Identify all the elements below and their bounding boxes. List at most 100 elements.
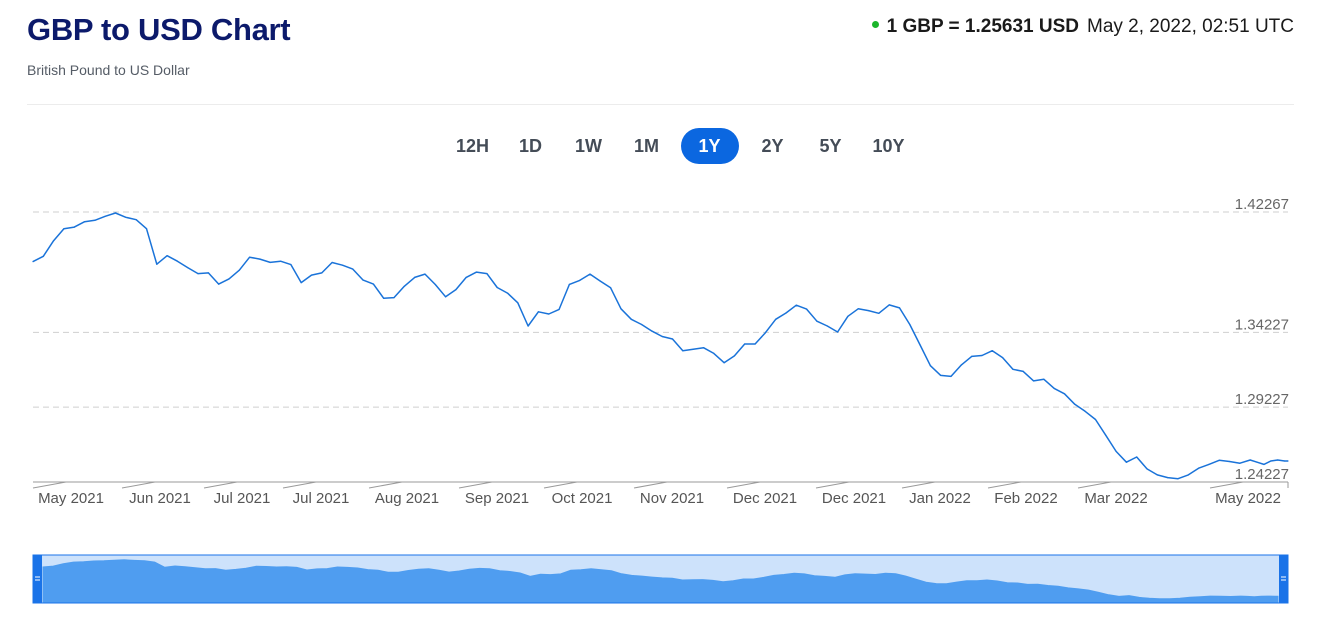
- data-point: [1228, 460, 1231, 463]
- tab-5y[interactable]: 5Y: [819, 135, 842, 156]
- x-tick: [203, 481, 238, 489]
- data-point: [929, 365, 932, 367]
- data-point: [527, 325, 529, 327]
- current-rate: 1 GBP = 1.25631 USD May 2, 2022, 02:51 UT…: [871, 16, 1294, 38]
- tab-1m[interactable]: 1M: [633, 135, 659, 156]
- data-point: [1002, 357, 1004, 359]
- page-title: GBP to USD Chart: [27, 12, 291, 47]
- data-point: [197, 273, 199, 275]
- tab-12h[interactable]: 12H: [455, 135, 490, 156]
- data-point: [641, 323, 643, 326]
- data-point: [671, 338, 674, 340]
- data-point: [434, 283, 436, 286]
- data-point: [1115, 450, 1117, 452]
- data-point: [940, 374, 942, 376]
- data-point: [1256, 461, 1258, 463]
- data-point: [1249, 459, 1251, 461]
- data-point: [888, 304, 890, 306]
- data-point: [950, 375, 952, 377]
- tab-10y[interactable]: 10Y: [872, 135, 905, 156]
- data-point: [713, 352, 715, 354]
- data-point: [259, 258, 261, 260]
- data-point: [867, 310, 870, 312]
- data-point: [1156, 474, 1158, 476]
- navigator-area: [42, 559, 1279, 603]
- x-tick-label: May 2022: [1215, 490, 1281, 507]
- x-tick-label: Jan 2022: [909, 490, 971, 507]
- data-point: [1198, 467, 1200, 469]
- y-tick-label: 1.42267: [1235, 196, 1289, 213]
- data-point: [981, 354, 983, 357]
- time-range-tabs: 12H 1D 1W 1M 1Y 2Y 5Y 10Y: [449, 128, 913, 164]
- data-point: [1136, 456, 1138, 458]
- data-point: [506, 292, 509, 294]
- data-point: [135, 219, 137, 221]
- data-point: [826, 325, 828, 327]
- data-point: [1270, 460, 1272, 462]
- tab-2y[interactable]: 2Y: [761, 135, 784, 156]
- data-point: [692, 348, 694, 350]
- time-range-selector: 12H 1D 1W 1M 1Y 2Y 5Y 10Y: [0, 128, 1321, 164]
- tab-1y[interactable]: 1Y: [680, 128, 739, 164]
- data-point: [341, 264, 344, 266]
- data-point: [145, 228, 148, 230]
- data-point: [537, 311, 540, 313]
- data-point: [424, 273, 426, 275]
- data-point: [1218, 459, 1220, 461]
- x-tick: [121, 481, 156, 489]
- x-tick: [815, 481, 850, 489]
- data-point: [445, 296, 447, 298]
- data-point: [187, 267, 189, 269]
- data-point: [249, 256, 251, 258]
- data-point: [1033, 380, 1035, 382]
- data-point: [971, 355, 973, 357]
- data-point: [280, 260, 282, 262]
- x-tick: [368, 481, 403, 489]
- rate-timestamp: May 2, 2022, 02:51 UTC: [1087, 16, 1294, 37]
- x-tick-label: Feb 2022: [994, 490, 1057, 507]
- data-point: [1022, 370, 1024, 372]
- x-tick-label: Sep 2021: [465, 490, 529, 507]
- data-point: [1094, 418, 1097, 421]
- tab-1w[interactable]: 1W: [575, 135, 602, 156]
- x-tick: [458, 481, 493, 489]
- data-point: [702, 347, 705, 349]
- tab-1d[interactable]: 1D: [518, 135, 542, 156]
- data-point: [383, 297, 385, 299]
- data-point: [32, 261, 34, 263]
- navigator-left-handle[interactable]: [33, 555, 42, 603]
- data-point: [321, 272, 323, 274]
- x-tick: [1077, 481, 1112, 489]
- data-point: [806, 308, 808, 310]
- data-point: [156, 263, 158, 265]
- data-point: [960, 364, 963, 366]
- data-point: [661, 335, 663, 338]
- data-point: [1277, 459, 1279, 461]
- data-point: [775, 318, 777, 320]
- data-point: [475, 271, 478, 273]
- data-point: [218, 283, 220, 285]
- data-point: [455, 289, 457, 291]
- data-point: [300, 282, 302, 284]
- data-point: [620, 308, 622, 310]
- x-tick: [543, 481, 578, 489]
- data-point: [94, 219, 96, 221]
- x-tick-label: Aug 2021: [375, 490, 439, 507]
- navigator-right-handle[interactable]: [1279, 555, 1288, 603]
- data-point: [1043, 378, 1045, 380]
- data-point: [73, 226, 75, 228]
- data-point: [207, 272, 209, 274]
- data-point: [1167, 477, 1169, 479]
- data-point: [53, 240, 55, 242]
- chart-header: GBP to USD Chart British Pound to US Dol…: [27, 0, 1294, 105]
- data-point: [610, 287, 612, 289]
- data-point: [290, 264, 292, 266]
- x-tick: [987, 481, 1022, 489]
- x-tick-label: Dec 2021: [822, 490, 886, 507]
- data-point: [785, 312, 787, 314]
- data-point: [1146, 468, 1148, 470]
- x-tick-label: Jun 2021: [129, 490, 191, 507]
- data-point: [579, 279, 581, 281]
- data-point: [599, 280, 601, 282]
- data-point: [414, 276, 416, 278]
